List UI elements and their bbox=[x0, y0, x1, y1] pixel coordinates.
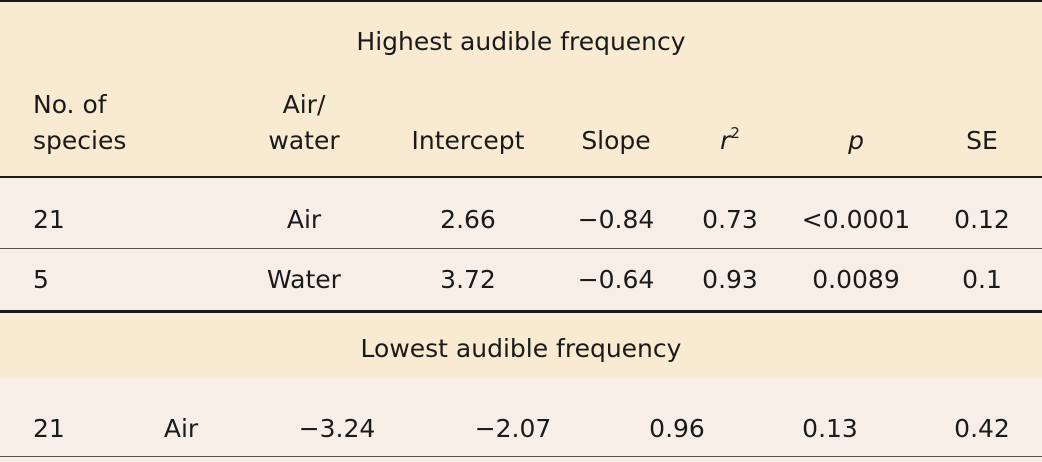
row1-intercept: 2.66 bbox=[440, 205, 496, 234]
row2-medium: Water bbox=[267, 265, 341, 294]
row-divider bbox=[0, 248, 1042, 249]
section1-header-band bbox=[0, 0, 1042, 178]
s2-row1-p: 0.13 bbox=[802, 414, 858, 443]
header-se: SE bbox=[966, 126, 998, 155]
top-rule bbox=[0, 0, 1042, 2]
section1-title: Highest audible frequency bbox=[356, 27, 686, 56]
header-medium-line2: water bbox=[268, 126, 340, 155]
s2-row1-n: 21 bbox=[33, 414, 65, 443]
s2-row1-medium: Air bbox=[163, 414, 199, 443]
s2-row1-se: 0.42 bbox=[954, 414, 1010, 443]
section1-body-band bbox=[0, 178, 1042, 312]
row2-slope: −0.64 bbox=[577, 265, 655, 294]
row2-intercept: 3.72 bbox=[440, 265, 496, 294]
row1-slope: −0.84 bbox=[577, 205, 655, 234]
header-r-squared-sup: 2 bbox=[730, 123, 740, 142]
section2-title: Lowest audible frequency bbox=[360, 334, 682, 363]
s2-row1-slope: −2.07 bbox=[474, 414, 552, 443]
header-slope: Slope bbox=[581, 126, 651, 155]
row2-se: 0.1 bbox=[962, 265, 1002, 294]
header-p: p bbox=[848, 126, 864, 155]
section2-body-band bbox=[0, 378, 1042, 462]
section-divider bbox=[0, 310, 1042, 313]
header-bottom-rule bbox=[0, 176, 1042, 178]
header-medium-line1: Air/ bbox=[282, 90, 326, 119]
header-intercept: Intercept bbox=[411, 126, 525, 155]
s2-row1-intercept: −3.24 bbox=[298, 414, 376, 443]
row1-r2: 0.73 bbox=[702, 205, 758, 234]
row2-n: 5 bbox=[33, 265, 49, 294]
s2-row1-r2: 0.96 bbox=[649, 414, 705, 443]
row2-p: 0.0089 bbox=[812, 265, 900, 294]
section2-header-band bbox=[0, 312, 1042, 378]
bottom-rule bbox=[0, 456, 1042, 457]
header-r-squared-base: r bbox=[720, 126, 731, 155]
row1-se: 0.12 bbox=[954, 205, 1010, 234]
header-no-species-line1: No. of bbox=[33, 90, 107, 119]
row1-p: <0.0001 bbox=[801, 205, 911, 234]
row1-medium: Air bbox=[286, 205, 322, 234]
header-r-squared: r2 bbox=[720, 123, 740, 156]
row1-n: 21 bbox=[33, 205, 65, 234]
header-no-species-line2: species bbox=[33, 126, 127, 155]
row2-r2: 0.93 bbox=[702, 265, 758, 294]
